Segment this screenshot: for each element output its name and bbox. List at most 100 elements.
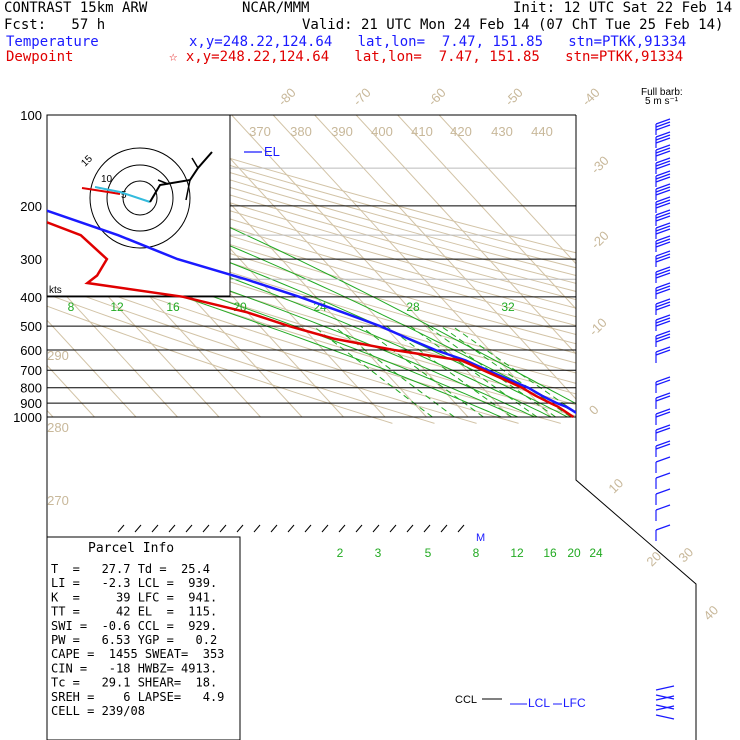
wind-barb-feather xyxy=(655,131,671,138)
model-title: CONTRAST 15km ARW xyxy=(4,0,148,16)
forecast-hour: Fcst: 57 h xyxy=(4,17,106,33)
wind-barb-feather xyxy=(655,121,671,128)
wind-barb-feather xyxy=(655,317,671,324)
wind-barb-feather xyxy=(655,137,671,144)
isotherm-label: -60 xyxy=(425,85,449,109)
level-hatch xyxy=(406,524,414,533)
pressure-tick-label: 800 xyxy=(20,381,42,396)
mixing-ratio-label: 5 xyxy=(425,546,432,560)
wind-barb-feather xyxy=(655,282,671,289)
isotherm-line xyxy=(397,115,676,418)
lfc-marker-label: LFC xyxy=(563,696,586,710)
dewpoint-profile xyxy=(47,115,575,419)
wind-barb-feather xyxy=(655,346,671,353)
parcel-row: SREH = 6 LAPSE= 4.9 xyxy=(51,690,224,704)
wind-barb-feather xyxy=(655,176,671,183)
isotherm-label: -50 xyxy=(502,85,526,109)
wind-barb-low xyxy=(655,695,675,701)
isotherm-label: -70 xyxy=(350,85,374,109)
wind-barb-feather xyxy=(655,173,671,180)
wind-barb-feather xyxy=(655,376,671,383)
mixing-ratio-label: 16 xyxy=(543,546,557,560)
mixing-ratio-label: 8 xyxy=(473,546,480,560)
level-hatch xyxy=(168,524,176,533)
pressure-tick-label: 500 xyxy=(20,319,42,334)
wind-barb-feather xyxy=(655,256,671,263)
el-marker-label: EL xyxy=(264,144,280,159)
wind-barb-feather xyxy=(655,301,671,308)
isotherm-line xyxy=(314,115,593,418)
hodograph-ring xyxy=(122,180,158,216)
hodograph-units: kts xyxy=(49,285,62,296)
level-hatch xyxy=(389,524,397,533)
pressure-tick-label: 1000 xyxy=(13,410,42,425)
isotherm-label: 20 xyxy=(643,548,664,569)
level-hatch xyxy=(355,524,363,533)
dry-adiabat-line xyxy=(47,115,696,424)
wind-barb-feather xyxy=(655,253,671,260)
wind-barb-feather xyxy=(655,157,671,164)
dry-adiabat-line xyxy=(47,115,603,424)
wind-barb-feather xyxy=(655,427,671,434)
temperature-location: x,y=248.22,124.64 lat,lon= 7.47, 151.85 … xyxy=(189,34,687,50)
mixing-ratio-label: 20 xyxy=(567,546,581,560)
level-hatch xyxy=(202,524,210,533)
wind-barb-feather xyxy=(655,199,671,206)
level-hatch xyxy=(457,524,465,533)
dry-adiabat-line xyxy=(47,115,696,424)
pressure-tick-label: 400 xyxy=(20,290,42,305)
level-hatch xyxy=(304,524,312,533)
wind-barb-feather xyxy=(655,333,671,340)
level-hatch xyxy=(321,524,329,533)
theta-label: 430 xyxy=(491,124,513,139)
dry-adiabat-line xyxy=(87,115,696,424)
wind-barb-feather xyxy=(655,225,671,232)
ccl-marker-label: CCL xyxy=(455,694,477,706)
level-markers: EL M CCL LCL LFC xyxy=(244,144,586,710)
level-hatch xyxy=(236,524,244,533)
pressure-tick-label: 100 xyxy=(20,108,42,123)
wind-barb-feather xyxy=(655,150,671,157)
dry-adiabat-line xyxy=(47,115,519,424)
wind-barb-feather xyxy=(655,160,671,167)
wind-barb-low xyxy=(655,694,675,700)
wind-barb-feather xyxy=(655,269,671,276)
init-time: Init: 12 UTC Sat 22 Feb 14 xyxy=(513,0,733,16)
hodograph-upper-barbs xyxy=(157,157,199,201)
wind-barb-feather xyxy=(655,183,671,190)
isotherm-label: -40 xyxy=(579,85,603,109)
dewpoint-legend: Dewpoint xyxy=(6,49,74,65)
mixing-ratio-line xyxy=(312,325,433,418)
pressure-tick-label: 600 xyxy=(20,343,42,358)
pressure-tick-label: 700 xyxy=(20,363,42,378)
wind-barbs xyxy=(655,118,675,720)
wind-barb-feather xyxy=(655,134,671,141)
parcel-row: K = 39 LFC = 941. xyxy=(51,590,217,604)
dry-adiabat-line xyxy=(47,115,696,424)
mixing-ratio-label: 3 xyxy=(375,546,382,560)
pressure-tick-label: 900 xyxy=(20,396,42,411)
mixing-ratio-label: 2 xyxy=(337,546,344,560)
wind-barb-feather xyxy=(655,189,671,196)
m-marker-label: M xyxy=(476,532,485,544)
isotherm-line xyxy=(47,115,178,418)
wind-barb-feather xyxy=(655,215,671,222)
parcel-row: SWI = -0.6 CCL = 929. xyxy=(51,619,217,633)
wind-barb-low xyxy=(655,705,675,711)
wind-barb-feather xyxy=(655,504,671,511)
isotherm-line xyxy=(231,115,510,418)
right-border xyxy=(575,115,697,740)
theta-label: 280 xyxy=(47,420,69,435)
parcel-panel-box xyxy=(46,536,241,740)
wind-barb-feather xyxy=(655,320,671,327)
wind-barb-feather xyxy=(655,266,671,273)
mixing-ratio-line xyxy=(360,325,484,418)
wind-barb-feather xyxy=(655,222,671,229)
center-label: NCAR/MMM xyxy=(242,0,310,16)
wind-barb-low xyxy=(655,704,675,710)
theta-label: 380 xyxy=(290,124,312,139)
wind-barb-feather xyxy=(655,144,671,151)
wind-barb-feather xyxy=(655,163,671,170)
parcel-panel-title: Parcel Info xyxy=(88,541,174,556)
level-hatch xyxy=(372,524,380,533)
